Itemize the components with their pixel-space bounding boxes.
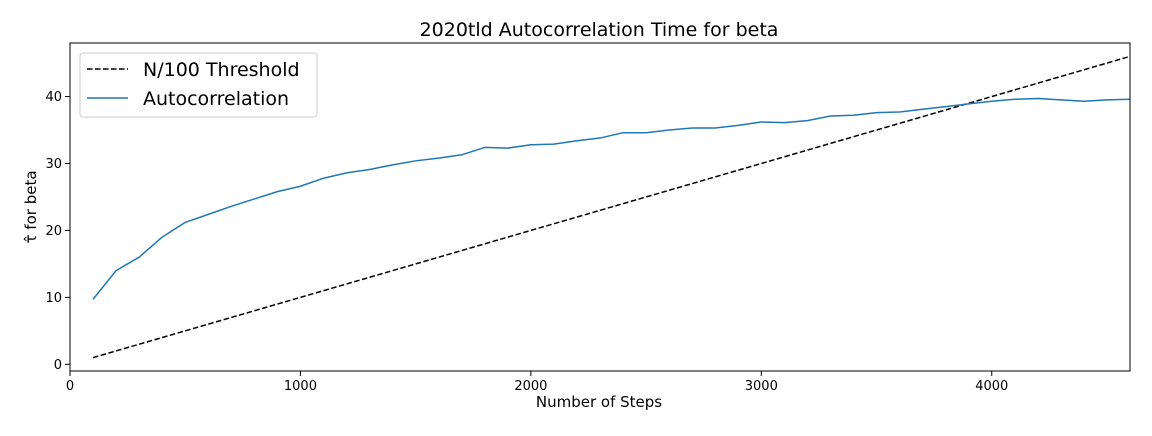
threshold-line — [92, 55, 1130, 359]
x-tick-label: 1000 — [284, 379, 317, 394]
x-axis-title: Number of Steps — [536, 393, 662, 411]
autocorrelation-line — [92, 97, 1130, 300]
legend-label: Autocorrelation — [143, 88, 289, 110]
y-tick-label: 20 — [45, 224, 62, 239]
x-tick-label: 2000 — [514, 379, 547, 394]
legend-box — [79, 52, 318, 118]
x-tick-label: 4000 — [975, 379, 1008, 394]
axes: 0 1000 2000 3000 4000 0 10 20 30 40 — [45, 90, 1008, 394]
plot-frame — [69, 42, 1131, 372]
chart-title: 2020tld Autocorrelation Time for beta — [420, 19, 779, 41]
y-tick-label: 0 — [54, 358, 62, 373]
x-tick-label: 0 — [66, 379, 74, 394]
series-layer — [92, 55, 1130, 359]
legend: N/100 Threshold Autocorrelation — [79, 52, 318, 118]
y-tick-label: 30 — [45, 157, 62, 172]
x-tick-label: 3000 — [745, 379, 778, 394]
plot-area — [92, 55, 1130, 359]
y-tick-label: 10 — [45, 291, 62, 306]
y-axis-title: τ̂ for beta — [22, 170, 40, 243]
y-tick-label: 40 — [45, 90, 62, 105]
legend-label: N/100 Threshold — [143, 59, 300, 81]
